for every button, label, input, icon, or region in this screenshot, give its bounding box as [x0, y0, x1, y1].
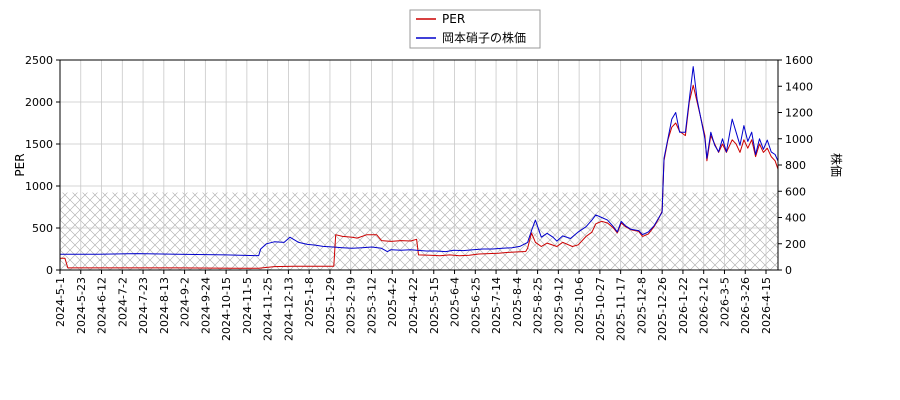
y-right-tick-label: 1000	[785, 133, 813, 146]
x-tick-label: 2025-6-25	[469, 277, 482, 334]
x-tick-label: 2026-3-26	[739, 277, 752, 334]
y-right-tick-label: 600	[785, 185, 806, 198]
x-tick-label: 2024-5-1	[54, 277, 67, 327]
x-tick-label: 2025-1-8	[303, 277, 316, 327]
x-axis-ticks: 2024-5-1 2024-5-23 2024-6-12 2024-7-2 2024-7…	[54, 270, 773, 341]
series-group	[60, 66, 778, 269]
x-tick-label: 2024-9-24	[199, 277, 212, 334]
x-tick-label: 2025-4-22	[407, 277, 420, 334]
x-tick-label: 2025-10-27	[594, 277, 607, 341]
x-tick-label: 2025-9-12	[552, 277, 565, 334]
x-tick-label: 2025-12-26	[656, 277, 669, 341]
y-right-tick-label: 1600	[785, 54, 813, 67]
x-tick-label: 2024-7-2	[116, 277, 129, 327]
x-tick-label: 2025-8-25	[532, 277, 545, 334]
x-tick-label: 2026-3-5	[718, 277, 731, 327]
x-tick-label: 2025-10-6	[573, 277, 586, 334]
y-right-axis-label: 株価	[829, 153, 844, 177]
y-left-tick-label: 0	[46, 264, 53, 277]
y-left-tick-label: 2000	[25, 96, 53, 109]
y-right-tick-label: 1400	[785, 80, 813, 93]
legend-label-price: 岡本硝子の株価	[442, 30, 526, 45]
y-left-tick-label: 1000	[25, 180, 53, 193]
x-tick-label: 2024-11-5	[241, 277, 254, 334]
x-tick-label: 2025-8-4	[511, 277, 524, 327]
x-tick-label: 2025-12-8	[635, 277, 648, 334]
x-tick-label: 2025-4-2	[386, 277, 399, 327]
y-left-tick-label: 1500	[25, 138, 53, 151]
x-tick-label: 2025-2-19	[345, 277, 358, 334]
x-tick-label: 2024-9-2	[179, 277, 192, 327]
x-tick-label: 2024-7-23	[137, 277, 150, 334]
hatch-band	[60, 192, 778, 270]
x-tick-label: 2025-3-12	[365, 277, 378, 334]
y-right-tick-label: 400	[785, 212, 806, 225]
x-tick-label: 2026-2-12	[698, 277, 711, 334]
x-tick-label: 2024-11-25	[262, 277, 275, 341]
y-right-tick-label: 0	[785, 264, 792, 277]
hatch-band-fill	[60, 192, 778, 270]
left-axis-ticks: 0 500 1000 1500 2000 2500	[25, 54, 60, 277]
x-tick-label: 2024-10-15	[220, 277, 233, 341]
x-tick-label: 2024-12-13	[282, 277, 295, 341]
x-tick-label: 2026-1-22	[677, 277, 690, 334]
y-left-tick-label: 500	[32, 222, 53, 235]
x-tick-label: 2025-5-15	[428, 277, 441, 334]
x-tick-label: 2025-11-17	[615, 277, 628, 341]
legend-label-per: PER	[442, 12, 465, 26]
y-right-tick-label: 800	[785, 159, 806, 172]
y-right-tick-label: 200	[785, 238, 806, 251]
x-tick-label: 2024-8-13	[158, 277, 171, 334]
x-tick-label: 2025-1-29	[324, 277, 337, 334]
series-line-price	[60, 66, 778, 257]
x-tick-label: 2024-5-23	[75, 277, 88, 334]
y-right-tick-label: 1200	[785, 107, 813, 120]
x-tick-label: 2024-6-12	[96, 277, 109, 334]
x-tick-label: 2025-7-14	[490, 277, 503, 334]
y-left-tick-label: 2500	[25, 54, 53, 67]
x-tick-label: 2025-6-4	[449, 277, 462, 327]
series-line-per	[60, 84, 778, 269]
right-axis-ticks: 0 200 400 600 800 1000 1200 1400 1600	[778, 54, 813, 277]
y-left-axis-label: PER	[13, 153, 27, 176]
legend-box	[409, 9, 541, 49]
x-tick-label: 2026-4-15	[760, 277, 773, 334]
legend: PER 岡本硝子の株価	[409, 9, 541, 49]
